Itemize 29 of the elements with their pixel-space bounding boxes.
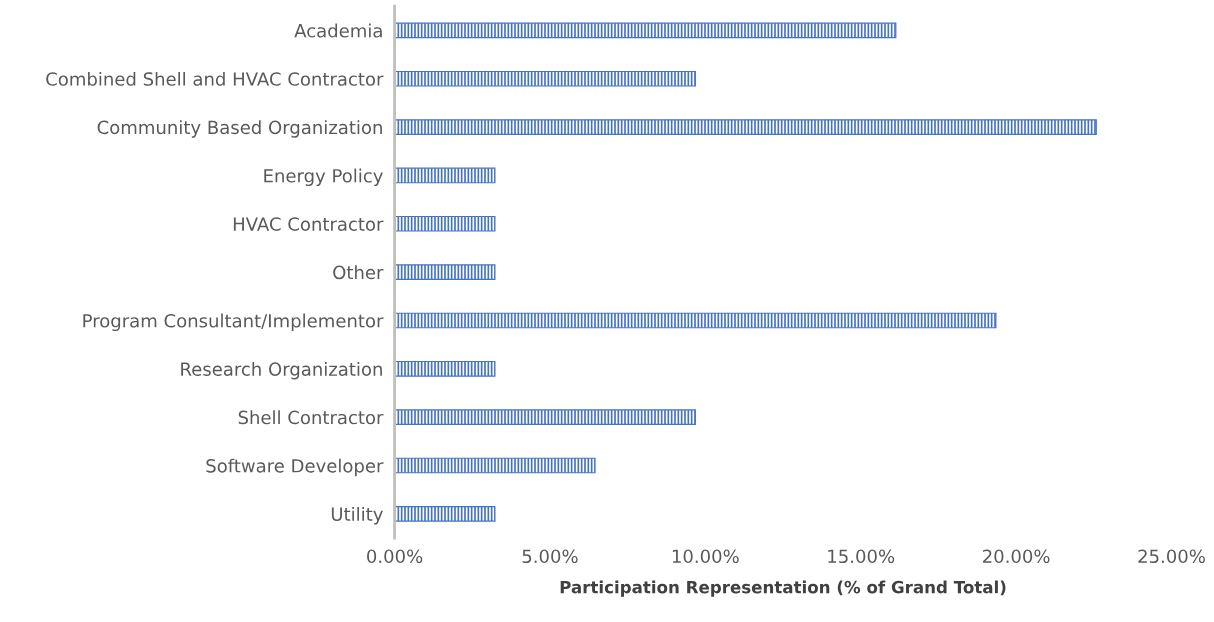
bar bbox=[394, 167, 496, 184]
bar bbox=[394, 312, 997, 329]
x-tick-label: 5.00% bbox=[522, 549, 578, 564]
bar bbox=[394, 409, 696, 425]
y-tick-label: Energy Policy bbox=[264, 168, 383, 187]
y-tick-label: Research Organization bbox=[181, 361, 382, 380]
bar bbox=[394, 457, 596, 474]
y-tick-label: Other bbox=[333, 265, 384, 280]
bar bbox=[394, 506, 496, 522]
x-tick-label: 15.00% bbox=[828, 549, 895, 564]
bar bbox=[394, 119, 1097, 135]
bar bbox=[394, 264, 496, 280]
x-tick-label: 20.00% bbox=[983, 549, 1050, 564]
x-axis-title: Participation Representation (% of Grand Total) bbox=[560, 580, 1006, 597]
bar bbox=[394, 361, 496, 377]
y-tick-label: Combined Shell and HVAC Contractor bbox=[46, 71, 384, 86]
x-tick-label: 25.00% bbox=[1138, 549, 1205, 564]
bar bbox=[394, 22, 897, 39]
y-tick-label: Academia bbox=[294, 23, 382, 38]
x-tick-label: 0.00% bbox=[367, 549, 423, 564]
x-tick-label: 10.00% bbox=[672, 549, 739, 564]
y-tick-label: Utility bbox=[331, 507, 383, 525]
y-tick-label: Program Consultant/Implementor bbox=[83, 313, 384, 332]
y-tick-label: HVAC Contractor bbox=[233, 217, 384, 231]
bar bbox=[394, 215, 496, 232]
bar bbox=[394, 70, 696, 87]
y-tick-label: Shell Contractor bbox=[238, 410, 384, 425]
y-tick-label: Community Based Organization bbox=[97, 120, 382, 138]
y-tick-label: Software Developer bbox=[206, 458, 384, 477]
